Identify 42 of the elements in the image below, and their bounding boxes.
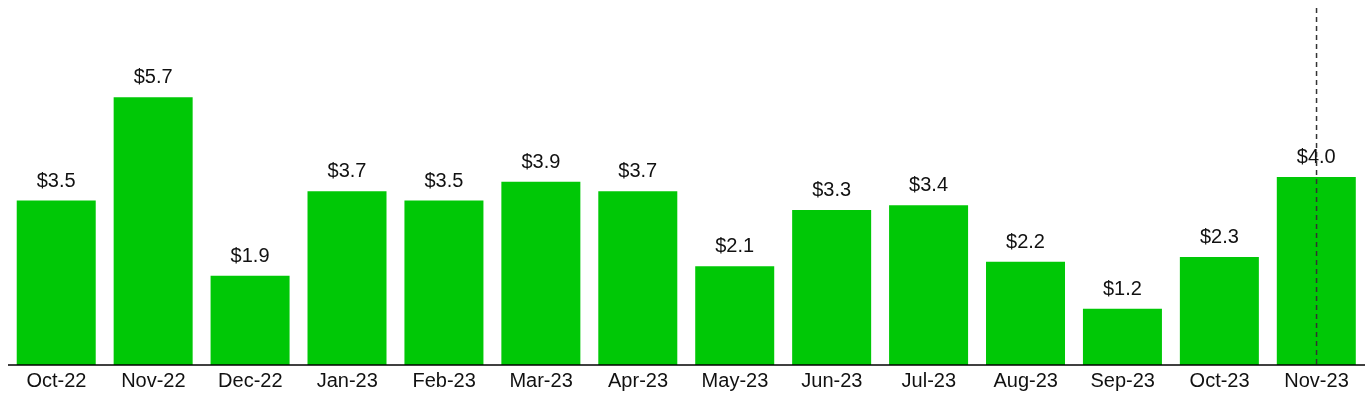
bar bbox=[16, 200, 96, 365]
x-tick-label: Jul-23 bbox=[901, 369, 957, 392]
data-label: $2.2 bbox=[1006, 229, 1045, 252]
bar bbox=[307, 191, 387, 365]
data-label: $3.7 bbox=[327, 159, 367, 182]
bar bbox=[113, 97, 193, 365]
bar bbox=[598, 191, 678, 365]
bar bbox=[792, 209, 872, 365]
x-tick-label: Aug-23 bbox=[993, 369, 1058, 392]
x-tick-label: May-23 bbox=[701, 369, 769, 392]
data-label: $1.2 bbox=[1102, 276, 1142, 299]
bar bbox=[501, 181, 581, 365]
bar bbox=[1082, 308, 1162, 365]
bar bbox=[210, 275, 290, 365]
x-tick-label: Feb-23 bbox=[412, 369, 476, 392]
x-tick-label: Oct-22 bbox=[26, 369, 87, 392]
x-tick-label: Jan-23 bbox=[316, 369, 378, 392]
data-label: $2.1 bbox=[715, 234, 755, 257]
bar bbox=[404, 200, 484, 365]
data-label: $2.3 bbox=[1199, 224, 1239, 247]
bar bbox=[695, 266, 775, 365]
bar bbox=[986, 261, 1066, 365]
x-tick-label: Apr-23 bbox=[608, 369, 669, 392]
x-tick-label: Mar-23 bbox=[509, 369, 573, 392]
x-tick-label: Nov-22 bbox=[121, 369, 186, 392]
x-tick-label: Dec-22 bbox=[218, 369, 283, 392]
x-tick-label: Nov-23 bbox=[1284, 369, 1349, 392]
data-label: $1.9 bbox=[230, 243, 270, 266]
bar bbox=[1276, 177, 1356, 365]
x-tick-label: Jun-23 bbox=[801, 369, 863, 392]
bar bbox=[1179, 256, 1259, 365]
data-label: $3.4 bbox=[909, 173, 949, 196]
x-tick-label: Sep-23 bbox=[1090, 369, 1155, 392]
data-label: $4.0 bbox=[1296, 145, 1336, 168]
data-label: $3.5 bbox=[36, 168, 76, 191]
bar bbox=[889, 205, 969, 365]
x-tick-label: Oct-23 bbox=[1189, 369, 1250, 392]
data-label: $5.7 bbox=[133, 65, 173, 88]
data-label: $3.7 bbox=[618, 159, 658, 182]
data-label: $3.5 bbox=[424, 168, 464, 191]
data-label: $3.9 bbox=[521, 149, 561, 172]
data-label: $3.3 bbox=[812, 177, 852, 200]
